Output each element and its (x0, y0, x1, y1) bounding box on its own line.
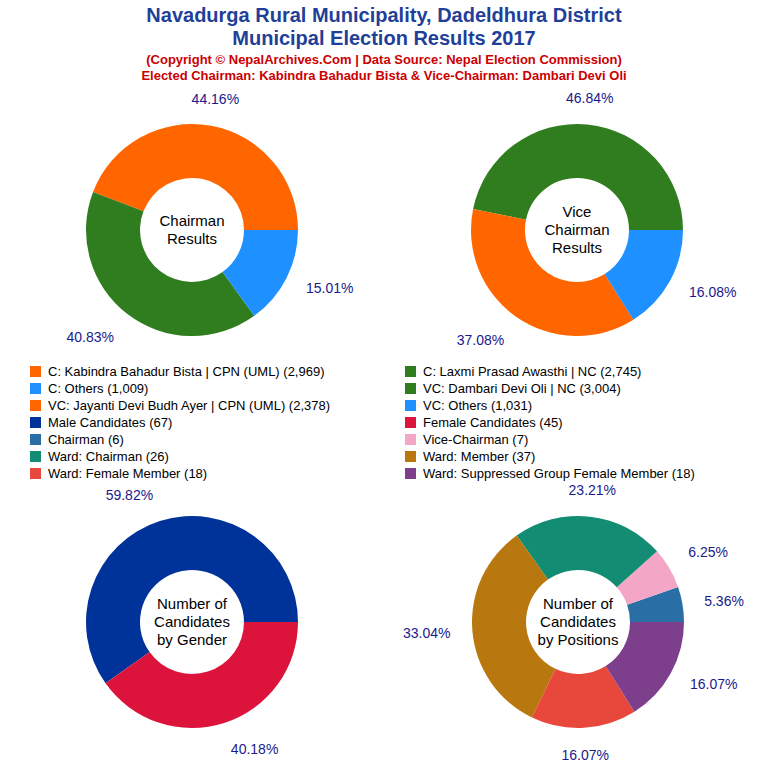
data-label: 46.84% (566, 90, 613, 106)
legend-swatch (30, 417, 41, 428)
legend-swatch (30, 451, 41, 462)
chart-title: by Gender (157, 631, 227, 648)
legend-swatch (405, 366, 416, 377)
data-label: 44.16% (192, 91, 239, 107)
chart-title: Chairman (159, 212, 224, 229)
legend-swatch (30, 366, 41, 377)
data-label: 15.01% (306, 280, 353, 296)
data-labels: 59.82% 40.18% (106, 487, 279, 757)
legend-swatch (405, 417, 416, 428)
data-label: 37.08% (457, 332, 504, 348)
chart-canvas: Navadurga Rural Municipality, Dadeldhura… (0, 0, 768, 768)
donut-chart (472, 516, 684, 728)
data-label: 59.82% (106, 487, 153, 503)
legend-swatch (405, 400, 416, 411)
legend-entry: VC: Others (1,031) (423, 398, 532, 413)
data-labels: 5.36% 6.25% 23.21% 33.04% 16.07% 16.07% (403, 482, 744, 763)
data-labels: 46.84% 37.08% 16.08% (457, 90, 737, 349)
data-label: 23.21% (569, 482, 616, 498)
legend-entry: Male Candidates (67) (48, 415, 172, 430)
legend-entry: Female Candidates (45) (423, 415, 562, 430)
page: {"header": {"title": ["Navadurga Rural M… (0, 0, 768, 768)
data-labels: 44.16% 40.83% 15.01% (67, 91, 354, 344)
legend-entry: C: Kabindra Bahadur Bista | CPN (UML) (2… (48, 364, 325, 379)
legend: C: Kabindra Bahadur Bista | CPN (UML) (2… (30, 364, 695, 481)
slice (86, 192, 254, 336)
chart-title: Results (552, 239, 602, 256)
chart-title: Candidates (540, 613, 616, 630)
subtitle: Elected Chairman: Kabindra Bahadur Bista… (141, 68, 626, 83)
slice (605, 230, 683, 320)
legend-entry: Ward: Chairman (26) (48, 449, 169, 464)
legend-swatch (30, 468, 41, 479)
data-label: 16.08% (689, 284, 736, 300)
legend-swatch (405, 468, 416, 479)
legend-entry: C: Laxmi Prasad Awasthi | NC (2,745) (423, 364, 641, 379)
legend-swatch (30, 383, 41, 394)
data-label: 5.36% (704, 593, 744, 609)
chart-title: by Positions (538, 631, 619, 648)
donut-chart (86, 124, 298, 336)
legend-entry: VC: Dambari Devi Oli | NC (3,004) (423, 381, 621, 396)
legend-swatch (30, 400, 41, 411)
title: Navadurga Rural Municipality, Dadeldhura… (146, 4, 622, 26)
legend-swatch (405, 434, 416, 445)
legend-entry: Ward: Suppressed Group Female Member (18… (423, 466, 695, 481)
slice (223, 230, 298, 316)
slice (106, 622, 298, 728)
legend-entry: Ward: Member (37) (423, 449, 535, 464)
legend-swatch (405, 383, 416, 394)
legend-entry: C: Others (1,009) (48, 381, 148, 396)
data-label: 40.83% (67, 329, 114, 345)
legend-swatch (30, 434, 41, 445)
data-label: 40.18% (231, 741, 278, 757)
title: Municipal Election Results 2017 (232, 27, 535, 49)
legend-entry: Vice-Chairman (7) (423, 432, 528, 447)
chart-title: Number of (543, 595, 614, 612)
chart-title: Chairman (544, 221, 609, 238)
data-label: 33.04% (403, 625, 450, 641)
legend-entry: Ward: Female Member (18) (48, 466, 207, 481)
donut-chart (86, 516, 298, 728)
chart-title: Number of (157, 595, 228, 612)
chart-title: Vice (563, 203, 592, 220)
legend-swatch (405, 451, 416, 462)
data-label: 16.07% (561, 747, 608, 763)
legend-entry: VC: Jayanti Devi Budh Ayer | CPN (UML) (… (48, 398, 330, 413)
chart-title: Results (167, 230, 217, 247)
legend-entry: Chairman (6) (48, 432, 124, 447)
donut-chart (471, 124, 683, 336)
chart-title: Candidates (154, 613, 230, 630)
subtitle: (Copyright © NepalArchives.Com | Data So… (146, 52, 622, 67)
data-label: 6.25% (688, 544, 728, 560)
data-label: 16.07% (690, 676, 737, 692)
slice (473, 124, 683, 230)
